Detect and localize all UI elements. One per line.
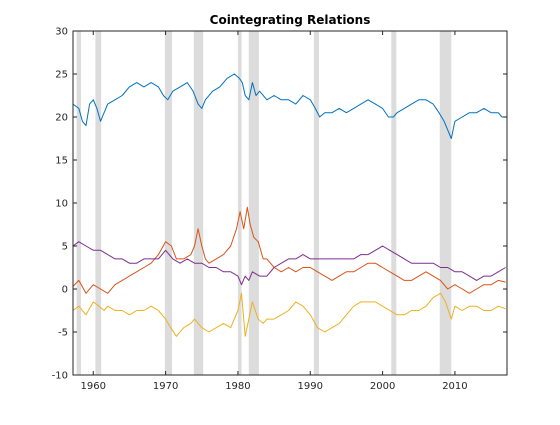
recession-band xyxy=(95,31,102,375)
recession-band xyxy=(248,31,259,375)
x-tick-label: 1990 xyxy=(298,381,323,392)
y-tick-label: 0 xyxy=(62,285,68,296)
recession-band xyxy=(193,31,204,375)
x-tick-label: 2000 xyxy=(370,381,395,392)
series-line-3 xyxy=(72,241,506,286)
x-tick-label: 2010 xyxy=(442,381,467,392)
chart-title: Cointegrating Relations xyxy=(210,13,371,27)
recession-shading-layer xyxy=(76,31,452,375)
series-line-1 xyxy=(72,73,506,139)
y-tick-label: 20 xyxy=(55,113,68,124)
series-line-2 xyxy=(72,206,506,294)
recession-band xyxy=(439,31,452,375)
axis-layer: 1960 1970 1980 1990 2000 2010 -10 -5 0 5 10 15 20 25 3… xyxy=(52,27,507,392)
y-tick-label: 10 xyxy=(55,199,68,210)
recession-band xyxy=(391,31,397,375)
x-tick-label: 1980 xyxy=(225,381,250,392)
y-tick-label: 15 xyxy=(55,156,68,167)
x-tick-label: 1960 xyxy=(81,381,106,392)
y-tick-label: -10 xyxy=(52,371,68,382)
y-tick-label: -5 xyxy=(58,328,68,339)
recession-band xyxy=(313,31,319,375)
series-layer xyxy=(72,73,506,337)
recession-band xyxy=(164,31,173,375)
recession-band xyxy=(237,31,242,375)
y-tick-label: 30 xyxy=(55,27,68,38)
recession-band xyxy=(76,31,81,375)
y-tick-label: 5 xyxy=(62,242,68,253)
series-line-4 xyxy=(72,292,506,337)
x-tick-label: 1970 xyxy=(153,381,178,392)
y-tick-label: 25 xyxy=(55,70,68,81)
